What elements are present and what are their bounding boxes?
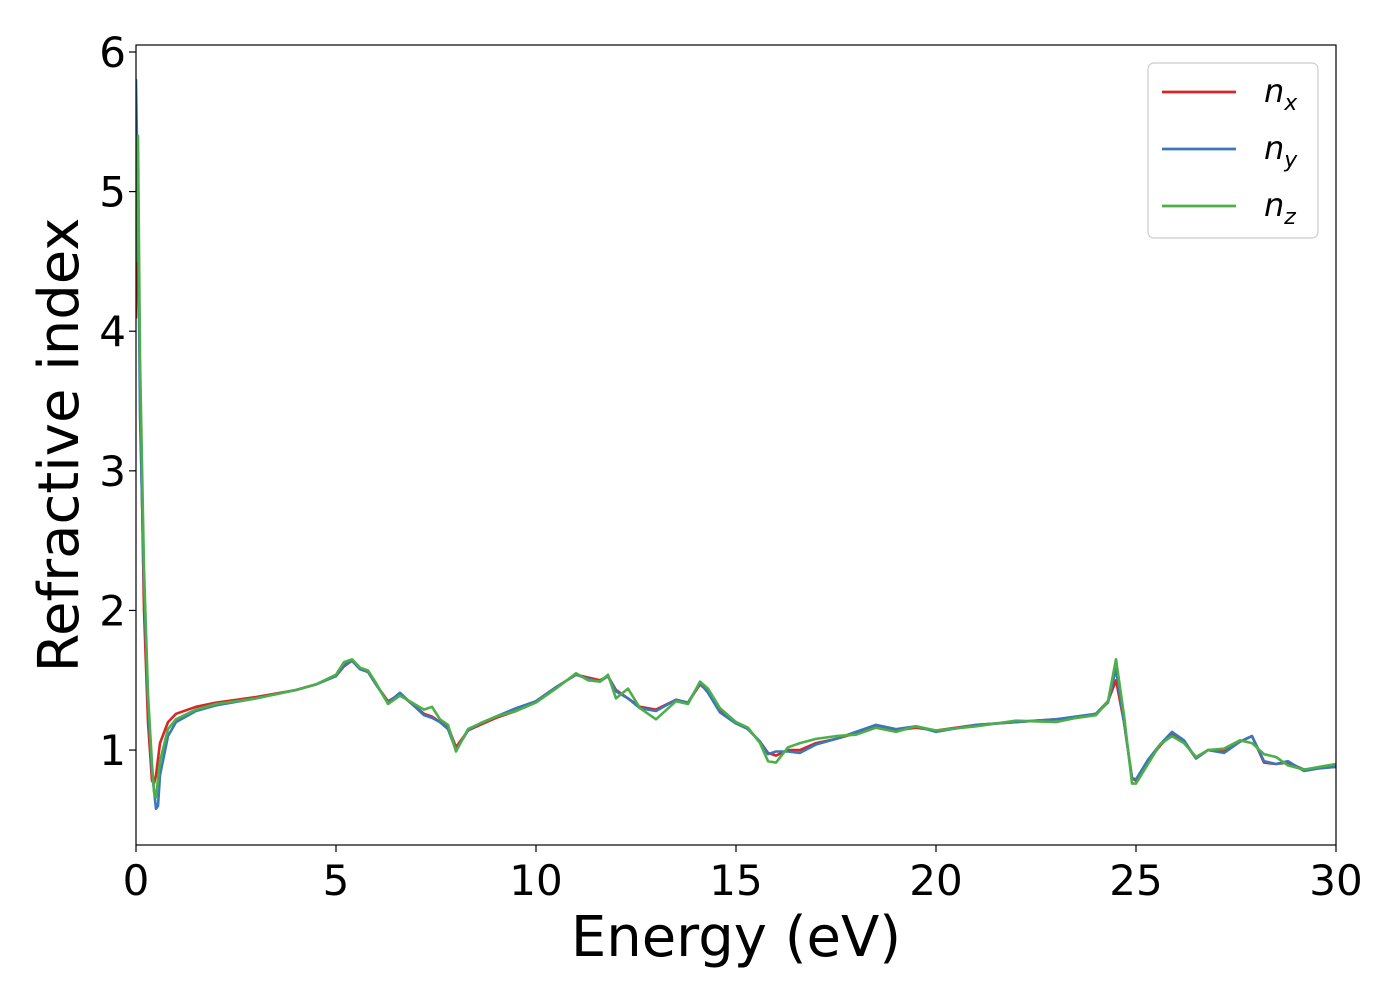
y-tick-label: 2 [99, 586, 126, 635]
y-tick-label: 5 [99, 168, 126, 217]
x-tick-label: 20 [909, 856, 962, 905]
x-tick-label: 0 [123, 856, 150, 905]
x-axis: 0 5 10 15 20 25 30 [123, 845, 1363, 905]
series-layer [136, 78, 1336, 810]
x-tick-label: 5 [323, 856, 350, 905]
y-tick-label: 1 [99, 726, 126, 775]
y-tick-label: 4 [99, 307, 126, 356]
x-axis-title: Energy (eV) [571, 905, 901, 970]
series-line-n-z [136, 134, 1336, 799]
x-tick-label: 10 [509, 856, 562, 905]
y-axis-title: Refractive index [27, 218, 92, 673]
x-tick-label: 15 [709, 856, 762, 905]
y-tick-label: 6 [99, 28, 126, 77]
y-axis: 1 2 3 4 5 6 [99, 28, 136, 775]
legend-box [1147, 62, 1319, 239]
x-tick-label: 30 [1309, 856, 1362, 905]
y-tick-label: 3 [99, 447, 126, 496]
x-tick-label: 25 [1109, 856, 1162, 905]
